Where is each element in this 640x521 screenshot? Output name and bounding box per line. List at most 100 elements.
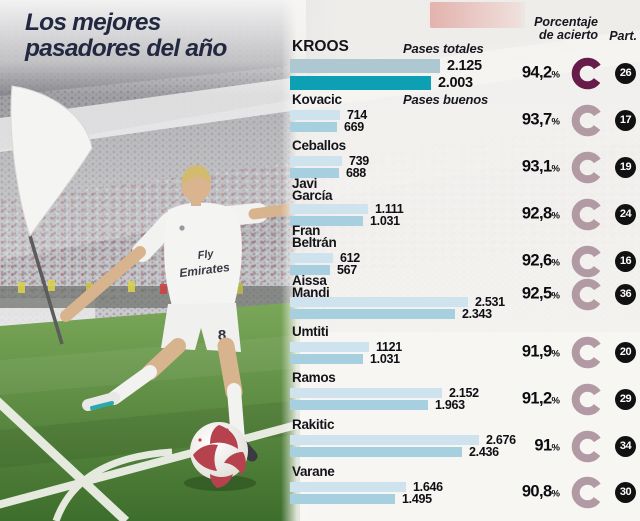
player-name: Aissa Mandi (292, 273, 330, 301)
participation-badge: 24 (615, 203, 636, 225)
value-pases-buenos: 688 (346, 166, 366, 180)
pitch-lines (0, 397, 302, 521)
accuracy-percentage: 93,1% (521, 157, 560, 176)
bar-pases-buenos (290, 168, 339, 178)
bar-pases-buenos (290, 447, 462, 457)
player-name: Fran Beltrán (292, 223, 337, 251)
participation-badge: 34 (615, 435, 636, 457)
bar-pases-buenos (290, 122, 337, 132)
flagpole (28, 235, 64, 345)
corner-flag-icon (10, 85, 93, 345)
accuracy-donut-icon (571, 383, 604, 415)
bar-pases-totales (290, 342, 369, 352)
accuracy-donut-icon (571, 336, 604, 368)
accuracy-donut-icon (571, 57, 604, 89)
accuracy-donut-icon (571, 476, 604, 508)
bar-pases-totales (290, 253, 333, 263)
player-name: Varane (292, 464, 335, 479)
accuracy-percentage: 92,5% (521, 284, 560, 303)
legend-pases-buenos: Pases buenos (403, 92, 489, 107)
accuracy-percentage: 93,7% (521, 110, 560, 129)
player-name: Rakitic (292, 417, 335, 432)
page-title: Los mejores pasadores del año (25, 10, 227, 62)
bar-pases-buenos (290, 265, 330, 275)
accuracy-percentage: 90,8% (521, 482, 560, 501)
player-name: Kovacic (292, 92, 342, 107)
accuracy-percentage: 92,6% (521, 251, 560, 270)
value-pases-buenos: 669 (344, 120, 364, 134)
value-pases-totales: 714 (347, 108, 367, 122)
participation-badge: 36 (615, 283, 636, 305)
title-line-2: pasadores del año (25, 35, 227, 62)
player-head (181, 172, 211, 202)
accuracy-donut-icon (571, 104, 604, 136)
participation-badge: 16 (615, 250, 636, 272)
bar-pases-totales (290, 435, 479, 445)
crest (179, 225, 185, 231)
participation-badge: 19 (615, 156, 636, 178)
value-pases-buenos: 567 (337, 263, 357, 277)
accuracy-percentage: 92,8% (521, 204, 560, 223)
bar-pases-buenos (290, 216, 363, 226)
accuracy-percentage: 91,2% (521, 389, 560, 408)
legend-pases-totales: Pases totales (403, 41, 484, 56)
participation-badge: 20 (615, 341, 636, 363)
shorts-number: 8 (218, 327, 226, 344)
participation-column-header: Part. (609, 29, 637, 43)
player-name: Javi García (292, 176, 333, 204)
value-pases-buenos: 2.343 (462, 307, 492, 321)
accuracy-column-header: Porcentaje de acierto (534, 15, 598, 42)
value-pases-totales: 1.646 (413, 480, 443, 494)
bar-pases-totales (290, 156, 342, 166)
bar-pases-buenos (290, 354, 363, 364)
shirt-sponsor-line1: Fly (197, 248, 215, 262)
value-pases-totales: 2.531 (475, 295, 505, 309)
value-pases-totales: 1121 (376, 340, 402, 354)
value-pases-totales: 739 (349, 154, 369, 168)
accuracy-percentage: 94,2% (521, 63, 560, 82)
accuracy-donut-icon (571, 430, 604, 462)
player-name: Ceballos (292, 138, 346, 153)
bar-pases-totales (290, 482, 406, 492)
player-figure: Fly Emirates 8 (60, 165, 304, 462)
participation-badge: 29 (615, 388, 636, 410)
accuracy-donut-icon (571, 198, 604, 230)
player-name: KROOS (292, 38, 349, 55)
player-hair (181, 165, 211, 186)
accuracy-donut-icon (571, 278, 604, 310)
value-pases-totales: 2.125 (447, 58, 482, 74)
value-pases-totales: 612 (340, 251, 360, 265)
accuracy-donut-icon (571, 151, 604, 183)
value-pases-buenos: 1.031 (370, 352, 400, 366)
player-name: Umtiti (292, 324, 329, 339)
ball-icon (184, 422, 256, 491)
value-pases-totales: 2.152 (449, 386, 479, 400)
title-wash (0, 0, 306, 96)
player-name: Ramos (292, 370, 336, 385)
bar-pases-totales (290, 204, 368, 214)
value-pases-buenos: 1.963 (435, 398, 465, 412)
accuracy-percentage: 91,9% (521, 342, 560, 361)
accuracy-percentage: 91% (534, 436, 560, 455)
value-pases-totales: 2.676 (486, 433, 516, 447)
bar-pases-buenos (290, 494, 395, 504)
bar-pases-totales (290, 297, 468, 307)
bar-pases-totales (290, 110, 340, 120)
bar-pases-totales (290, 59, 440, 73)
left-boot (82, 392, 120, 411)
participation-badge: 17 (615, 109, 636, 131)
shirt-sponsor-line2: Emirates (178, 260, 230, 280)
accuracy-donut-icon (571, 245, 604, 277)
